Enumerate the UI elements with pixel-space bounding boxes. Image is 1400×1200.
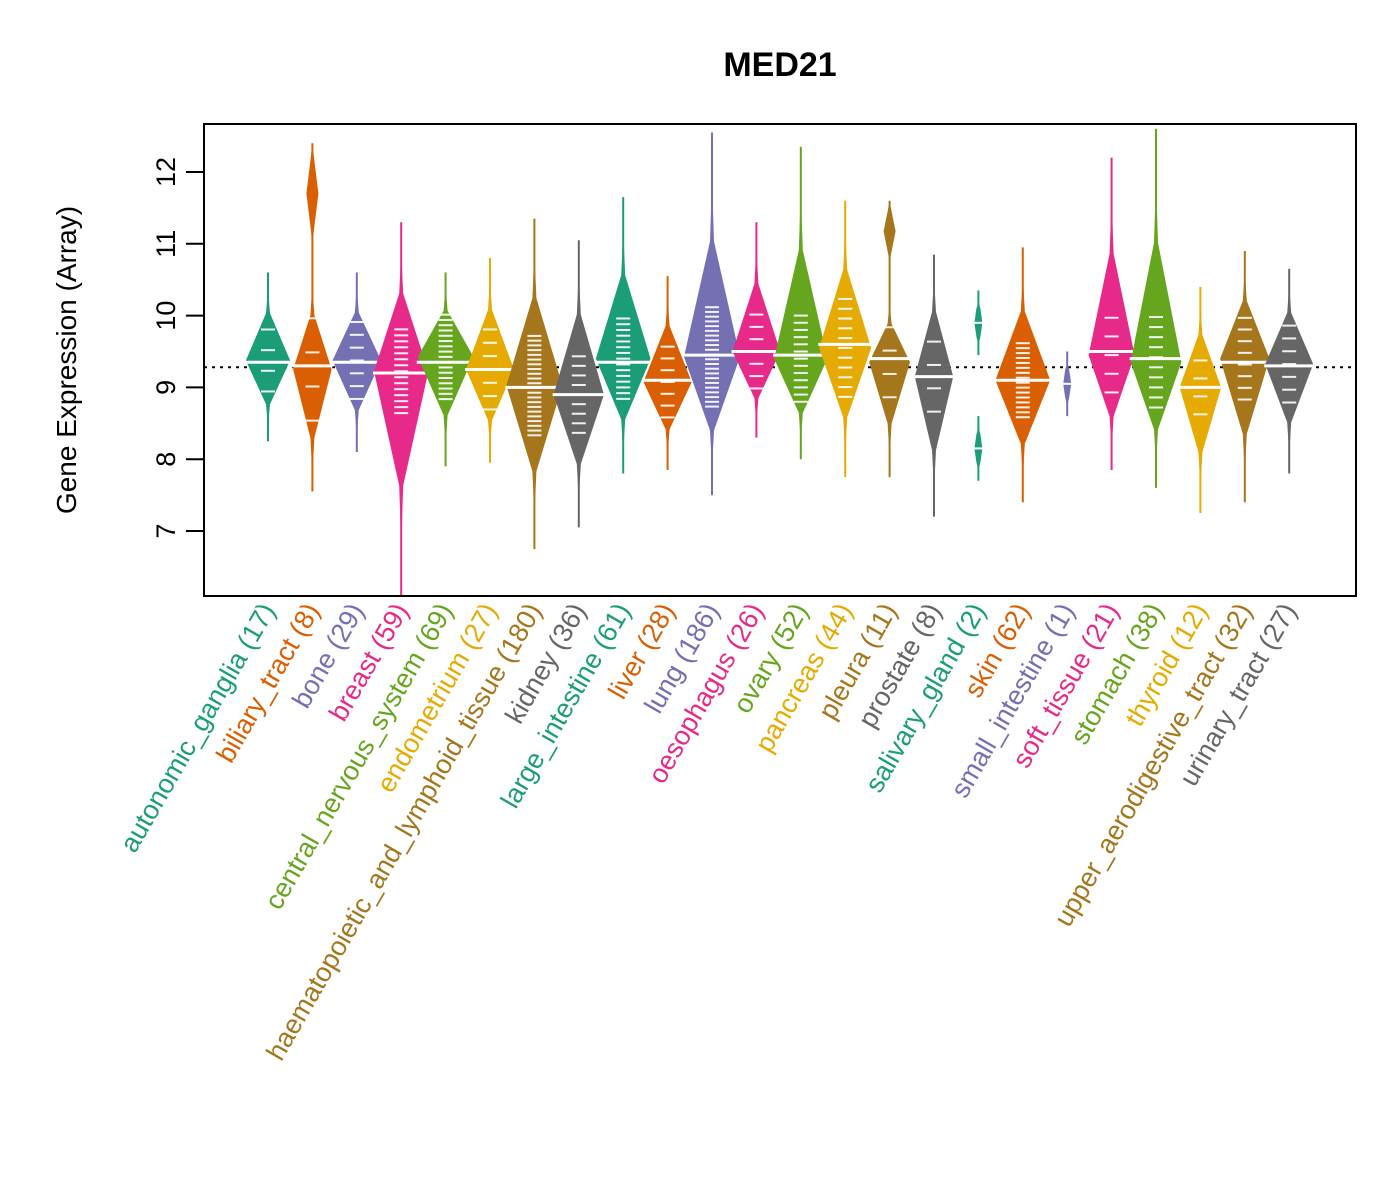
violin-pleura [868, 200, 912, 478]
y-tick-label: 12 [151, 157, 181, 187]
violin-upper-cluster [883, 200, 896, 262]
violin-stomach [1129, 128, 1183, 488]
violin-skin [994, 247, 1052, 503]
y-tick-label: 9 [151, 380, 181, 395]
y-tick-label: 7 [151, 523, 181, 538]
violin-lung [683, 132, 741, 496]
y-tick-label: 8 [151, 452, 181, 467]
violin-body [684, 179, 740, 470]
violin-autonomic-ganglia [244, 272, 292, 442]
violin-soft-tissue [1087, 157, 1136, 470]
y-tick-label: 10 [151, 301, 181, 331]
violin-upper-aerodigestive-tract [1219, 250, 1271, 503]
x-axis-labels: autonomic_ganglia (17)biliary_tract (8)b… [114, 598, 1302, 1065]
violin-endometrium [465, 258, 515, 463]
violin-body [643, 295, 692, 455]
violin-small-intestine [1062, 351, 1073, 417]
violin-body [869, 303, 911, 457]
violin-urinary-tract [1264, 268, 1315, 474]
violin-bone [331, 272, 383, 453]
violin-body [506, 250, 563, 518]
violins [244, 128, 1315, 596]
violin-body [466, 277, 514, 448]
violin-body [1220, 269, 1270, 475]
violin-central-nervous-system [416, 272, 475, 467]
violin-thyroid [1178, 286, 1223, 514]
violin-oesophagus [731, 222, 782, 438]
violin-body [774, 191, 828, 443]
violin-body [417, 285, 474, 447]
y-tick-label: 11 [151, 230, 181, 258]
y-axis: 7 8 9 10 11 12 [151, 157, 204, 539]
violin-ovary [773, 146, 829, 460]
y-axis-label: Gene Expression (Array) [51, 206, 82, 514]
violin-body [1130, 178, 1182, 466]
violin-body [914, 277, 954, 490]
violin-body [1088, 198, 1135, 450]
violin-body [819, 227, 872, 455]
violin-upper-cluster [306, 143, 319, 244]
chart-title: MED21 [723, 46, 836, 84]
plot-frame [203, 123, 1357, 597]
violin-liver [642, 276, 693, 470]
violin-breast [373, 222, 430, 596]
violin-body [374, 251, 429, 548]
violin-prostate [913, 254, 955, 517]
violin-body [995, 274, 1051, 479]
violin-body [245, 287, 291, 428]
violin-body [1265, 285, 1314, 454]
violin-body [293, 285, 332, 475]
violin-pancreas [818, 200, 873, 478]
violin-body [732, 247, 781, 424]
violin-body [553, 271, 604, 502]
violin-large-intestine [594, 197, 652, 474]
violin-haematopoietic-and-lymphoid-tissue [505, 218, 564, 549]
violin-salivary-gland [973, 290, 984, 481]
violin-biliary-tract [292, 143, 333, 492]
violin-kidney [552, 240, 605, 528]
